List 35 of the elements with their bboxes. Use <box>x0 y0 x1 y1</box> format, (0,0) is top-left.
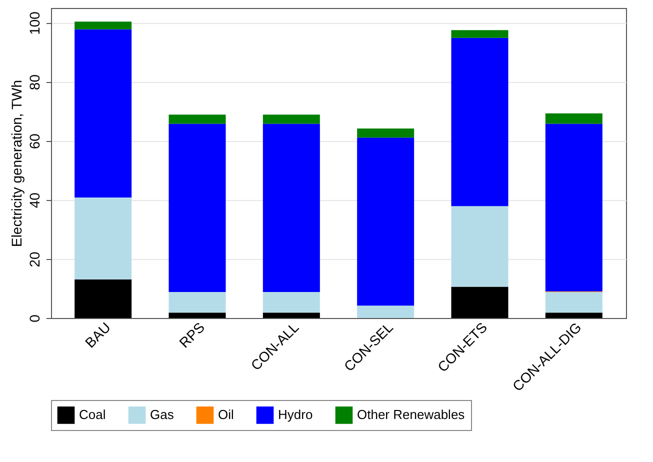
bar <box>451 30 508 38</box>
bar <box>451 206 508 287</box>
y-tick-label: 60 <box>26 133 42 150</box>
bar <box>545 113 602 124</box>
bar <box>262 312 320 318</box>
bar <box>74 29 132 198</box>
bar <box>451 286 508 318</box>
bar <box>168 114 226 124</box>
legend-label: Coal <box>79 407 106 422</box>
bar <box>545 292 602 313</box>
bar <box>74 279 132 318</box>
y-axis-title: Electricity generation, TWh <box>8 80 24 248</box>
legend-label: Gas <box>150 407 174 422</box>
bar <box>357 306 414 318</box>
bar <box>357 138 414 306</box>
bar <box>262 124 320 292</box>
y-tick-label: 80 <box>26 74 42 90</box>
y-tick-label: 100 <box>26 11 42 35</box>
bar <box>545 124 602 292</box>
bar <box>168 124 226 292</box>
y-tick-label: 0 <box>26 314 42 322</box>
bar <box>168 292 226 313</box>
legend-label: Other Renewables <box>357 407 466 422</box>
y-tick-label: 40 <box>26 192 42 208</box>
legend-label: Hydro <box>278 407 313 422</box>
bar <box>74 198 132 280</box>
bar <box>451 38 508 206</box>
bar <box>262 292 320 313</box>
bar <box>545 312 602 318</box>
y-tick-label: 20 <box>26 251 42 268</box>
bar <box>357 128 414 138</box>
bar <box>262 114 320 124</box>
bar <box>74 22 132 30</box>
bar <box>168 312 226 318</box>
legend-label: Oil <box>218 407 234 422</box>
